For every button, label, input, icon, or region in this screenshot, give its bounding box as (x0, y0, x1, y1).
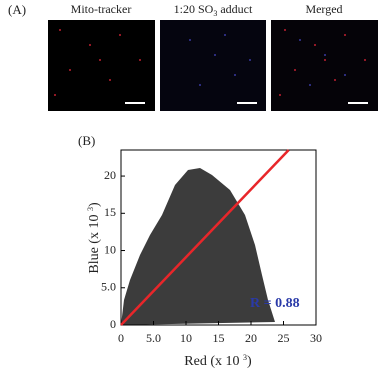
panel-label: (B) (78, 133, 95, 148)
text-part: Red (x 10 (184, 354, 243, 369)
annotation: R = 0.88 (250, 296, 300, 311)
text-part: 1:20 SO (174, 2, 214, 16)
image-title: Mito-tracker (71, 2, 132, 16)
x-axis-label: Red (x 10 3) (184, 353, 252, 369)
scale-bar (125, 102, 145, 104)
spots-blue (189, 34, 346, 86)
image-title: 1:20 SO3 adduct (174, 2, 253, 18)
image-mito (48, 20, 155, 111)
x-tick-label: 10 (180, 331, 192, 345)
spots (54, 29, 366, 96)
y-tick-label: 0 (110, 317, 116, 331)
y-tick-label: 5.0 (101, 280, 116, 294)
x-tick-label: 0 (118, 331, 124, 345)
y-tick-label: 10 (104, 242, 116, 256)
text-part: ) (247, 354, 252, 369)
image-adduct (160, 20, 266, 111)
scale-bar (348, 102, 368, 104)
images (48, 20, 378, 111)
text-part: ) (87, 202, 102, 207)
fit-line (120, 149, 290, 326)
x-tick-label: 25 (278, 331, 290, 345)
scale-bar (237, 102, 257, 104)
x-tick-label: 30 (310, 331, 322, 345)
text-part: adduct (217, 2, 253, 16)
image-merged (271, 20, 378, 111)
y-tick-label: 20 (104, 168, 116, 182)
image-title: Merged (305, 2, 342, 16)
subscript: 3 (213, 9, 217, 18)
x-tick-label: 15 (213, 331, 225, 345)
y-axis-label: Blue (x 10 3) (86, 202, 102, 274)
x-tick-label: 5.0 (146, 331, 161, 345)
panel-label: (A) (8, 2, 26, 17)
text-part: Blue (x 10 (87, 211, 102, 274)
text-part: Merged (305, 2, 342, 16)
text-part: Mito-tracker (71, 2, 132, 16)
x-tick-label: 20 (245, 331, 257, 345)
superscript: 3 (243, 353, 247, 362)
superscript: 3 (86, 207, 95, 211)
y-tick-label: 15 (104, 205, 116, 219)
